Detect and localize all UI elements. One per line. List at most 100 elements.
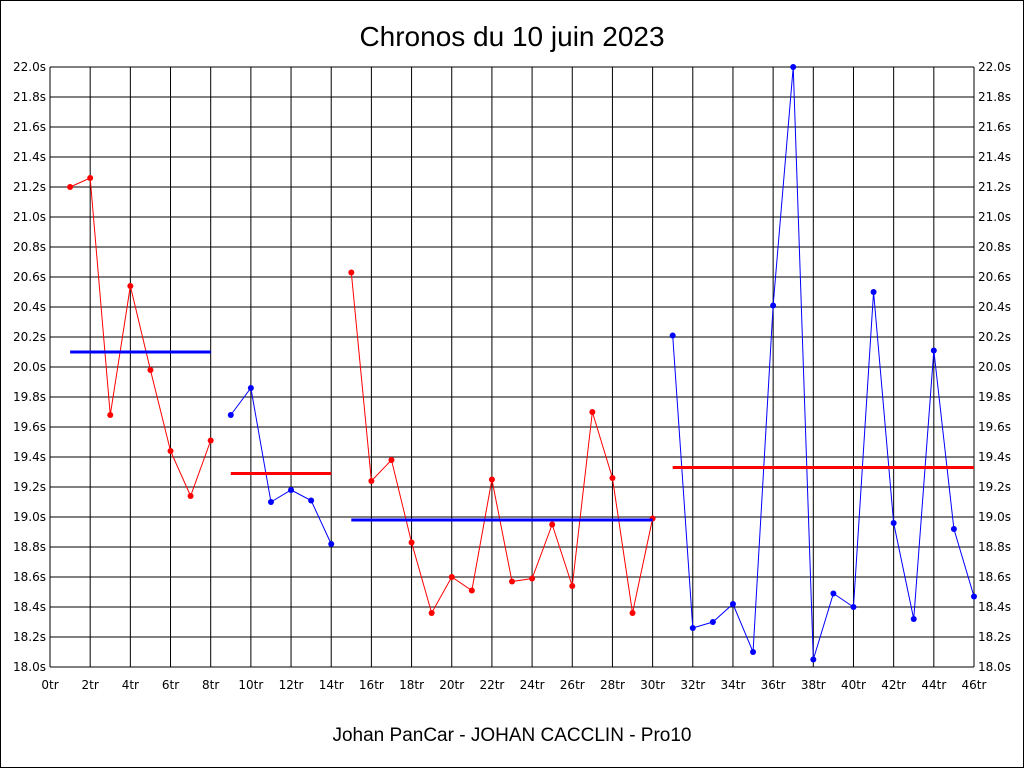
series-2-line bbox=[230, 386, 332, 545]
series-2-point bbox=[308, 497, 315, 504]
y-tick-label-left: 21.6s bbox=[13, 120, 46, 134]
x-tick-label: 0tr bbox=[41, 678, 58, 692]
y-tick-label-right: 21.8s bbox=[978, 90, 1011, 104]
x-tick-label: 6tr bbox=[162, 678, 179, 692]
y-tick-label-right: 20.6s bbox=[978, 270, 1011, 284]
y-axis-labels: 22.0s 22.0s 21.8s 21.8s 21.6s 21.6s 21.4s 21.4s… bbox=[13, 60, 1011, 674]
y-tick-label-left: 21.4s bbox=[13, 150, 46, 164]
series-4-point bbox=[669, 332, 676, 339]
x-tick-label: 38tr bbox=[801, 678, 826, 692]
y-tick-label-right: 18.8s bbox=[978, 540, 1011, 554]
y-tick-label-left: 18.8s bbox=[13, 540, 46, 554]
x-tick-label: 8tr bbox=[202, 678, 219, 692]
series-2-point bbox=[247, 385, 254, 391]
y-tick-label-left: 22.0s bbox=[13, 60, 46, 74]
series-3-point bbox=[509, 578, 515, 585]
series-1-point bbox=[187, 493, 194, 499]
x-tick-label: 26tr bbox=[560, 678, 585, 692]
series-4-point bbox=[790, 64, 797, 70]
series-1-point bbox=[67, 184, 74, 190]
chart-title: Chronos du 10 juin 2023 bbox=[359, 21, 664, 52]
x-tick-label: 22tr bbox=[479, 678, 504, 692]
y-tick-label-left: 18.6s bbox=[13, 570, 46, 584]
y-tick-label-right: 20.4s bbox=[978, 300, 1011, 314]
series-3-point bbox=[589, 409, 596, 415]
y-tick-label-right: 21.2s bbox=[978, 180, 1011, 194]
series-3-point bbox=[569, 583, 576, 589]
y-tick-label-left: 19.8s bbox=[13, 390, 46, 404]
series-3-point bbox=[629, 610, 636, 616]
series-3-point bbox=[348, 269, 355, 276]
y-tick-label-left: 21.8s bbox=[13, 90, 46, 104]
y-tick-label-left: 20.2s bbox=[13, 330, 46, 344]
y-tick-label-right: 20.8s bbox=[978, 240, 1011, 254]
y-tick-label-left: 21.2s bbox=[13, 180, 46, 194]
series-3-point bbox=[428, 610, 435, 616]
y-tick-label-right: 20.0s bbox=[978, 360, 1011, 374]
x-tick-label: 40tr bbox=[841, 678, 866, 692]
y-tick-label-left: 19.2s bbox=[13, 480, 46, 494]
y-tick-label-left: 18.0s bbox=[13, 660, 46, 674]
series-1-point bbox=[107, 412, 114, 418]
series-2-point bbox=[328, 541, 335, 547]
x-tick-label: 2tr bbox=[82, 678, 99, 692]
y-tick-label-left: 20.8s bbox=[13, 240, 46, 254]
series-1-point bbox=[127, 283, 134, 289]
y-tick-label-right: 19.6s bbox=[978, 420, 1011, 434]
series-4-point bbox=[870, 289, 877, 295]
y-tick-label-left: 19.0s bbox=[13, 510, 46, 524]
series-3-point bbox=[549, 521, 556, 528]
y-tick-label-right: 21.4s bbox=[978, 150, 1011, 164]
x-tick-label: 36tr bbox=[761, 678, 786, 692]
y-tick-label-right: 19.2s bbox=[978, 480, 1011, 494]
series-4-point bbox=[750, 649, 757, 655]
y-tick-label-right: 21.6s bbox=[978, 120, 1011, 134]
series-2-point bbox=[267, 499, 274, 505]
y-tick-label-right: 18.6s bbox=[978, 570, 1011, 584]
x-tick-label: 44tr bbox=[921, 678, 946, 692]
series-4-point bbox=[950, 526, 957, 532]
y-tick-label-right: 18.2s bbox=[978, 630, 1011, 644]
series-4-point bbox=[890, 520, 897, 526]
y-tick-label-left: 20.0s bbox=[13, 360, 46, 374]
y-tick-label-right: 19.8s bbox=[978, 390, 1011, 404]
x-tick-label: 32tr bbox=[680, 678, 705, 692]
x-tick-label: 46tr bbox=[962, 678, 987, 692]
x-tick-label: 16tr bbox=[359, 678, 384, 692]
series-1-point bbox=[207, 437, 214, 444]
series-4-point bbox=[830, 590, 837, 597]
x-tick-label: 10tr bbox=[238, 678, 263, 692]
y-tick-label-left: 18.4s bbox=[13, 600, 46, 614]
grid bbox=[49, 66, 975, 668]
series-2-point bbox=[227, 412, 234, 418]
y-tick-label-right: 20.2s bbox=[978, 330, 1011, 344]
y-tick-label-left: 19.4s bbox=[13, 450, 46, 464]
series-4-point bbox=[930, 347, 937, 354]
series-4-point bbox=[850, 604, 857, 610]
y-tick-label-left: 20.6s bbox=[13, 270, 46, 284]
series-3-point bbox=[388, 457, 395, 463]
series-3-point bbox=[529, 575, 536, 582]
series-3-point bbox=[408, 539, 415, 546]
y-tick-label-right: 18.0s bbox=[978, 660, 1011, 674]
x-tick-label: 34tr bbox=[720, 678, 745, 692]
series-2-point bbox=[288, 487, 295, 493]
x-tick-label: 12tr bbox=[279, 678, 304, 692]
y-tick-label-left: 20.4s bbox=[13, 300, 46, 314]
series-4-point bbox=[971, 593, 977, 600]
y-tick-label-right: 19.4s bbox=[978, 450, 1011, 464]
y-tick-label-right: 19.0s bbox=[978, 510, 1011, 524]
series-3-point bbox=[368, 478, 375, 484]
series-4-point bbox=[810, 656, 817, 663]
series-4-point bbox=[689, 625, 696, 631]
series-1-line bbox=[69, 177, 212, 498]
x-tick-label: 42tr bbox=[881, 678, 906, 692]
chart-footer: Johan PanCar - JOHAN CACCLIN - Pro10 bbox=[332, 725, 691, 746]
series-1-point bbox=[87, 175, 94, 181]
x-tick-label: 30tr bbox=[640, 678, 665, 692]
series-3-point bbox=[448, 574, 455, 580]
series-4-point bbox=[729, 601, 736, 607]
x-tick-label: 18tr bbox=[399, 678, 424, 692]
